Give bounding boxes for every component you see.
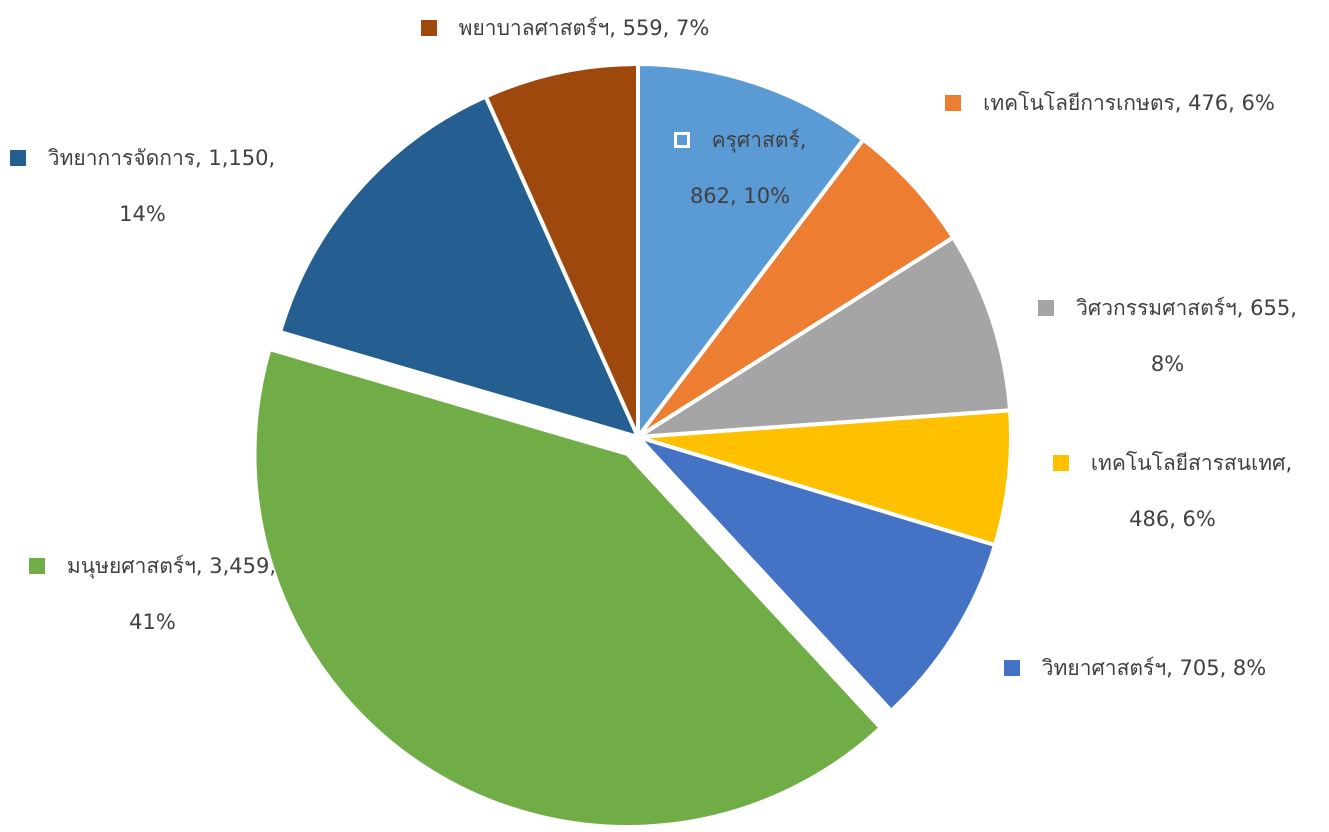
data-label-text: ครุศาสตร์, 862, 10% xyxy=(689,128,807,208)
data-label: มนุษยศาสตร์ฯ, 3,459, 41% xyxy=(15,538,290,650)
data-label-text: วิทยาศาสตร์ฯ, 705, 8% xyxy=(1041,656,1267,680)
data-label-text: เทคโนโลยีสารสนเทศ, 486, 6% xyxy=(1090,451,1293,531)
data-label: เทคโนโลยีสารสนเทศ, 486, 6% xyxy=(1040,435,1305,547)
pie-slice: พยาบาลศาสตร์ฯ xyxy=(483,61,640,438)
data-label: ครุศาสตร์, 862, 10% xyxy=(655,112,825,224)
data-label-text: พยาบาลศาสตร์ฯ, 559, 7% xyxy=(458,16,710,40)
pie-slice: วิทยาการจัดการ xyxy=(277,93,642,441)
data-label-text: มนุษยศาสตร์ฯ, 3,459, 41% xyxy=(66,554,277,634)
data-label-text: วิศวกรรมศาสตร์ฯ, 655, 8% xyxy=(1076,296,1297,376)
label-marker xyxy=(420,20,437,36)
pie-slice: มนุษยศาสตร์ฯ xyxy=(252,346,884,829)
data-label: วิทยาการจัดการ, 1,150, 14% xyxy=(0,130,285,242)
data-label: วิทยาศาสตร์ฯ, 705, 8% xyxy=(975,640,1295,696)
pie-slice: เทคโนโลยีการเกษตร xyxy=(636,136,956,439)
data-label-text: วิทยาการจัดการ, 1,150, 14% xyxy=(47,146,276,226)
pie-slice: วิทยาศาสตร์ฯ xyxy=(631,432,998,714)
label-marker xyxy=(28,558,45,574)
pie-slice: ครุศาสตร์ xyxy=(636,61,867,443)
label-marker xyxy=(945,95,962,111)
pie-slice: เทคโนโลยีสารสนเทศ xyxy=(637,408,1013,548)
data-label: พยาบาลศาสตร์ฯ, 559, 7% xyxy=(390,0,740,56)
label-marker xyxy=(1052,455,1069,471)
data-label: วิศวกรรมศาสตร์ฯ, 655, 8% xyxy=(1025,280,1310,392)
label-marker xyxy=(9,150,26,166)
pie-slice: วิศวกรรมศาสตร์ฯ xyxy=(636,234,1013,439)
label-marker xyxy=(1038,300,1055,316)
label-marker xyxy=(673,132,690,148)
data-label-text: เทคโนโลยีการเกษตร, 476, 6% xyxy=(983,91,1275,115)
label-marker xyxy=(1003,660,1020,676)
data-label: เทคโนโลยีการเกษตร, 476, 6% xyxy=(930,75,1290,131)
